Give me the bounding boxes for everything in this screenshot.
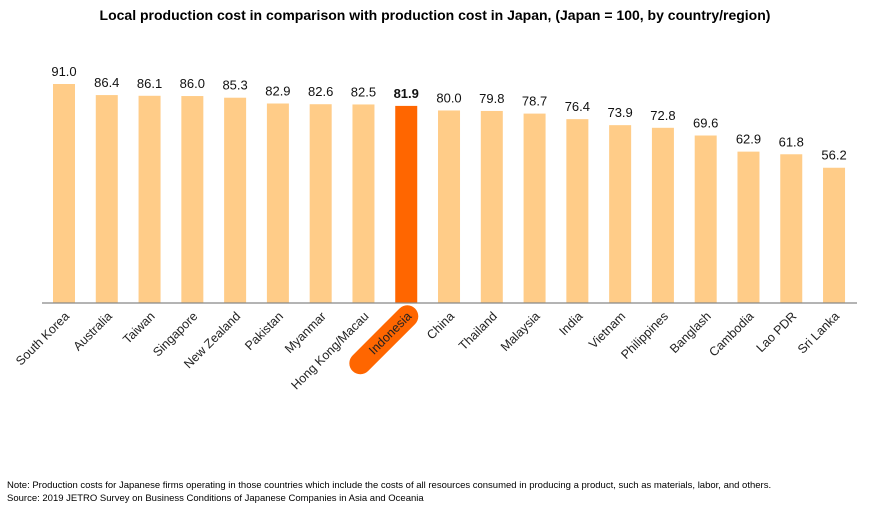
bar — [224, 97, 247, 303]
bar — [566, 119, 589, 303]
bar — [651, 127, 674, 303]
value-label: 85.3 — [222, 78, 247, 93]
bar — [138, 95, 161, 304]
note-text: Note: Production costs for Japanese firm… — [7, 480, 772, 491]
source-text: Source: 2019 JETRO Survey on Business Co… — [7, 493, 424, 504]
value-label: 86.0 — [180, 76, 205, 91]
tick-label-group: Vietnam — [586, 309, 628, 351]
tick-label-group: South Korea — [13, 309, 72, 368]
tick-label-group: Philippines — [618, 309, 671, 362]
bar — [95, 95, 118, 303]
value-label: 91.0 — [51, 64, 76, 79]
value-label: 79.8 — [479, 91, 504, 106]
value-label: 86.4 — [94, 75, 119, 90]
tick-label-group: Pakistan — [242, 309, 286, 353]
x-tick-label: Cambodia — [706, 309, 756, 359]
bar — [780, 154, 803, 303]
tick-label-group: Indonesia — [349, 305, 419, 375]
x-tick-label: China — [424, 309, 457, 342]
x-tick-label: Vietnam — [586, 309, 628, 351]
tick-label-group: Malaysia — [498, 309, 543, 354]
value-label: 76.4 — [565, 99, 590, 114]
value-label: 86.1 — [137, 76, 162, 91]
value-label: 82.9 — [265, 83, 290, 98]
value-label: 78.7 — [522, 94, 547, 109]
bar — [823, 167, 846, 303]
x-tick-label: Taiwan — [120, 309, 157, 346]
x-tick-label: Thailand — [456, 309, 500, 353]
value-label: 80.0 — [436, 90, 461, 105]
value-label: 69.6 — [693, 116, 718, 131]
tick-label-group: Cambodia — [706, 309, 756, 359]
chart-title: Local production cost in comparison with… — [99, 7, 771, 23]
bar — [309, 104, 332, 303]
bar — [352, 104, 375, 303]
x-tick-label: Indonesia — [366, 309, 414, 357]
value-label: 72.8 — [650, 108, 675, 123]
tick-label-group: India — [556, 309, 585, 338]
tick-label-group: Thailand — [456, 309, 500, 353]
bar — [438, 110, 461, 303]
bar — [395, 105, 418, 304]
bar — [694, 135, 717, 303]
bar — [609, 125, 632, 304]
value-label: 61.8 — [779, 134, 804, 149]
x-tick-label: Philippines — [618, 309, 671, 362]
x-tick-label: India — [556, 309, 585, 338]
tick-label-group: Lao PDR — [754, 309, 800, 355]
bar — [181, 96, 204, 304]
tick-label-group: China — [424, 309, 457, 342]
value-label: 82.6 — [308, 84, 333, 99]
value-label: 73.9 — [607, 105, 632, 120]
bar — [53, 84, 75, 303]
bar — [523, 113, 546, 303]
value-label: 81.9 — [394, 86, 419, 101]
value-label: 62.9 — [736, 132, 761, 147]
x-tick-label: Malaysia — [498, 309, 543, 354]
x-tick-label: Lao PDR — [754, 309, 800, 355]
bar — [480, 110, 503, 303]
bar — [266, 103, 289, 303]
x-tick-label: Australia — [71, 309, 115, 353]
value-label: 56.2 — [821, 148, 846, 163]
bar-chart: 91.0 South Korea 86.4 Australia 86.1 Taiwan 86… — [13, 64, 857, 392]
value-label: 82.5 — [351, 84, 376, 99]
highlight-pill — [349, 305, 419, 375]
x-tick-label: Sri Lanka — [795, 309, 842, 356]
tick-label-group: Australia — [71, 309, 115, 353]
tick-label-group: Taiwan — [120, 309, 157, 346]
tick-label-group: Sri Lanka — [795, 309, 842, 356]
x-tick-label: South Korea — [13, 309, 72, 368]
bar — [737, 151, 760, 303]
x-tick-label: Pakistan — [242, 309, 286, 353]
